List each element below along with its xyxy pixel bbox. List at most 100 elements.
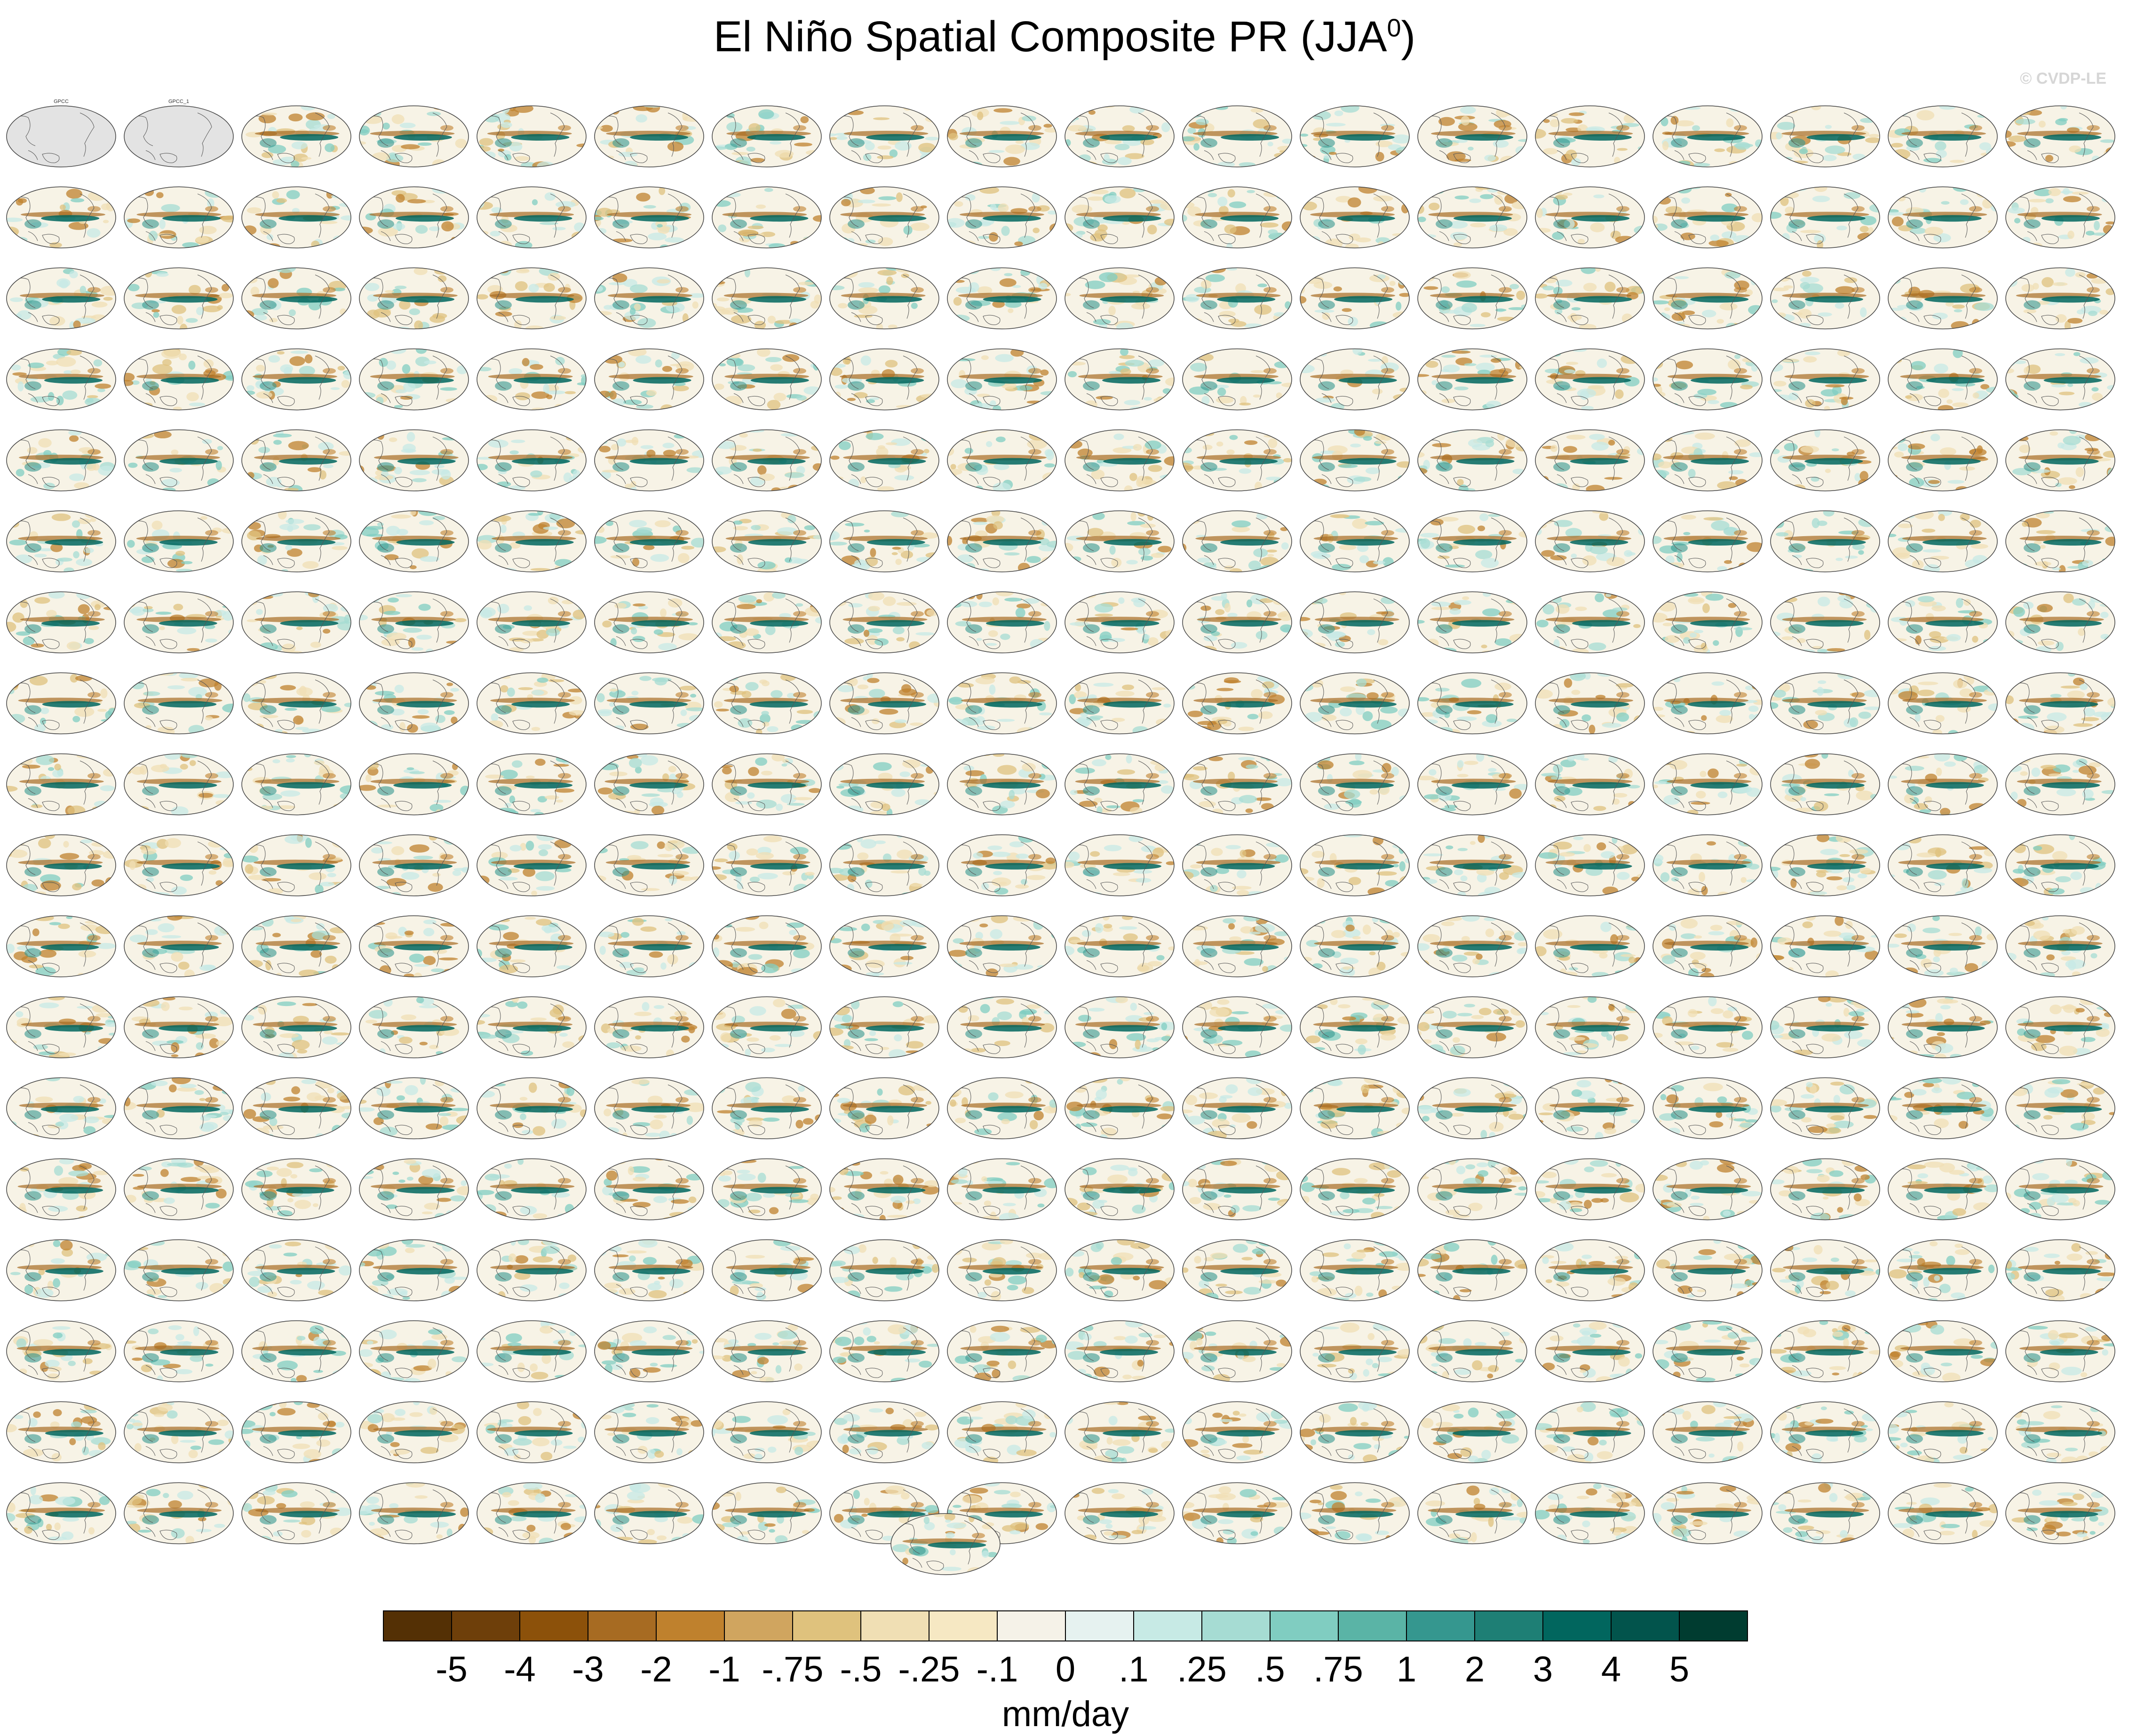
map-panel [829, 510, 939, 572]
map-panel [594, 105, 704, 167]
map-panel [712, 915, 822, 977]
map-panel [1770, 1239, 1880, 1301]
map-panel [1888, 1401, 1998, 1463]
map-panel [2005, 1482, 2115, 1545]
page-title: El Niño Spatial Composite PR (JJA0) [0, 13, 2129, 61]
map-panel [1064, 834, 1175, 896]
map-panel [829, 1077, 939, 1140]
map-panel [1417, 591, 1527, 653]
map-panel [241, 1158, 351, 1221]
map-panel [1770, 510, 1880, 572]
map-panel [1417, 915, 1527, 977]
map-panel [359, 105, 469, 167]
map-panel [2005, 1320, 2115, 1382]
map-panel [1652, 753, 1763, 816]
panel-label: GPCC_1 [168, 99, 189, 104]
map-panel [1535, 1239, 1645, 1301]
map-panel [124, 1077, 234, 1140]
map-panel [241, 996, 351, 1058]
map-panel [1888, 672, 1998, 735]
map-panel [712, 1239, 822, 1301]
map-panel [1417, 105, 1527, 167]
map-panel [1417, 267, 1527, 330]
map-panel [712, 267, 822, 330]
map-panel [359, 1401, 469, 1463]
map-panel [1652, 186, 1763, 248]
map-panel [477, 1158, 587, 1221]
map-panel [1064, 915, 1175, 977]
map-panel [359, 267, 469, 330]
map-panel [124, 915, 234, 977]
map-panel [1652, 510, 1763, 572]
map-panel [1888, 915, 1998, 977]
map-panel [1535, 834, 1645, 896]
map-panel [594, 591, 704, 653]
map-panel [1300, 834, 1410, 896]
map-panel [124, 186, 234, 248]
map-panel [594, 186, 704, 248]
map-panel [1770, 267, 1880, 330]
map-panel [241, 510, 351, 572]
map-panel [477, 510, 587, 572]
map-panel [1535, 348, 1645, 411]
map-panel [241, 1077, 351, 1140]
map-panel [1300, 672, 1410, 735]
map-panel [359, 1158, 469, 1221]
map-panel [1064, 105, 1175, 167]
map-panel [1535, 753, 1645, 816]
map-panel [1300, 753, 1410, 816]
map-panel [477, 267, 587, 330]
map-panel [1182, 996, 1292, 1058]
map-panel [1064, 1320, 1175, 1382]
map-panel [1182, 1239, 1292, 1301]
map-panel [359, 753, 469, 816]
map-panel [947, 672, 1057, 735]
map-panel [1535, 267, 1645, 330]
map-panel [2005, 429, 2115, 491]
map-panel [477, 591, 587, 653]
map-panel [6, 753, 116, 816]
map-panel [1182, 915, 1292, 977]
map-panel [1300, 267, 1410, 330]
map-panel [1300, 186, 1410, 248]
map-panel [359, 1077, 469, 1140]
map-panel [594, 996, 704, 1058]
map-panel [124, 510, 234, 572]
map-panel [1535, 591, 1645, 653]
map-panel [477, 753, 587, 816]
map-panel [6, 1239, 116, 1301]
map-panel [1652, 1401, 1763, 1463]
map-panel [241, 267, 351, 330]
map-panel [712, 1320, 822, 1382]
map-panel [1652, 1077, 1763, 1140]
map-panel [594, 1158, 704, 1221]
map-panel [477, 915, 587, 977]
map-panel [947, 429, 1057, 491]
map-panel [1888, 1239, 1998, 1301]
map-panel [1182, 672, 1292, 735]
map-panel [1182, 348, 1292, 411]
panel-label: GPCC [54, 99, 69, 104]
map-panel [6, 510, 116, 572]
map-panel [1535, 672, 1645, 735]
map-panel [2005, 753, 2115, 816]
map-panel [1770, 753, 1880, 816]
map-panel [1300, 591, 1410, 653]
map-panel [2005, 996, 2115, 1058]
map-panel [359, 1482, 469, 1545]
map-panel [1064, 996, 1175, 1058]
map-panel [712, 429, 822, 491]
map-panel [477, 105, 587, 167]
map-panel [1888, 105, 1998, 167]
map-panel [1770, 105, 1880, 167]
map-panel [1652, 1482, 1763, 1545]
map-panel [6, 348, 116, 411]
map-panel [712, 1482, 822, 1545]
map-panel [124, 1482, 234, 1545]
map-panel [2005, 348, 2115, 411]
map-panel [6, 1158, 116, 1221]
map-panel [1417, 1482, 1527, 1545]
map-panel [1182, 1401, 1292, 1463]
map-panel [947, 915, 1057, 977]
map-panel [712, 105, 822, 167]
